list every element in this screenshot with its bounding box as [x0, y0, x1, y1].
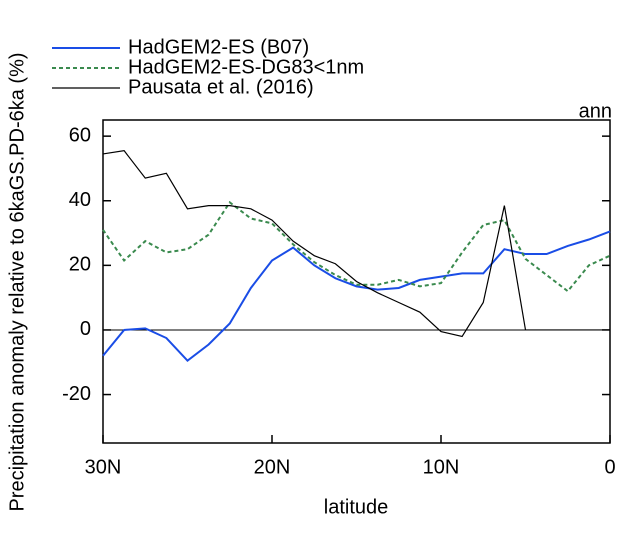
plot-frame — [102, 119, 611, 444]
series-line — [102, 230, 611, 362]
y-tick-label: 40 — [69, 189, 91, 211]
annotation: ann — [579, 100, 612, 122]
legend-label: Pausata et al. (2016) — [128, 76, 314, 98]
x-axis-label: latitude — [324, 496, 389, 518]
y-tick-label: -20 — [62, 383, 91, 405]
y-tick-label: 20 — [69, 254, 91, 276]
series-line — [102, 200, 611, 293]
x-tick-label: 30N — [85, 456, 122, 478]
y-axis-label: Precipitation anomaly relative to 6kaGS.… — [6, 52, 28, 511]
legend-label: HadGEM2-ES-DG83<1nm — [128, 56, 364, 78]
x-tick-label: 0 — [604, 456, 615, 478]
legend-label: HadGEM2-ES (B07) — [128, 36, 309, 58]
y-tick-label: 60 — [69, 124, 91, 146]
x-tick-label: 10N — [423, 456, 460, 478]
series-line — [102, 150, 610, 338]
x-tick-label: 20N — [254, 456, 291, 478]
y-tick-label: 0 — [80, 318, 91, 340]
